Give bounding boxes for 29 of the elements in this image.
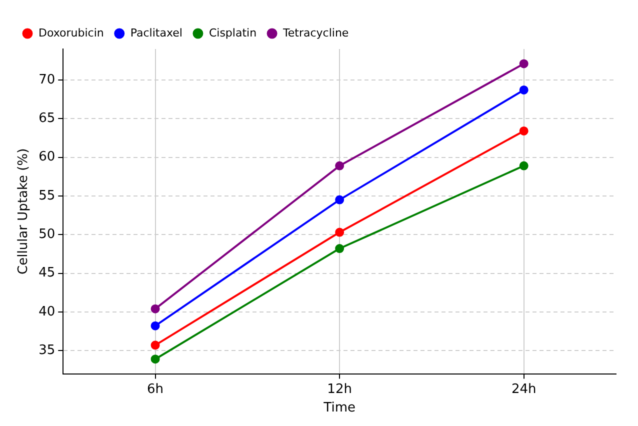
x-tick-label: 24h	[511, 382, 536, 397]
y-tick-label: 35	[38, 342, 56, 358]
x-axis-title: Time	[322, 400, 356, 416]
point	[335, 195, 344, 204]
point	[150, 340, 160, 350]
point	[150, 304, 160, 314]
legend-label: Doxorubicin	[38, 26, 104, 40]
point	[519, 126, 528, 136]
y-tick-label: 70	[38, 72, 56, 88]
point	[335, 161, 344, 170]
x-tick-label: 6h	[147, 382, 164, 397]
point	[335, 244, 344, 254]
y-tick-label: 60	[38, 150, 56, 165]
y-axis-title: Cellular Uptake (%)	[16, 148, 32, 274]
point	[519, 161, 528, 170]
y-tick-label: 45	[38, 266, 56, 281]
point	[519, 85, 528, 94]
y-tick-label: 40	[38, 304, 56, 320]
point	[335, 228, 344, 237]
x-tick-label: 12h	[327, 382, 352, 397]
legend-label: Tetracycline	[282, 26, 349, 40]
y-tick-label: 55	[38, 188, 56, 204]
y-tick-label: 65	[38, 110, 56, 126]
point	[150, 321, 160, 330]
legend-label: Cisplatin	[208, 26, 257, 40]
point	[519, 59, 528, 68]
y-tick-label: 50	[38, 226, 56, 242]
legend-label: Paclitaxel	[130, 26, 182, 40]
point	[150, 354, 160, 364]
